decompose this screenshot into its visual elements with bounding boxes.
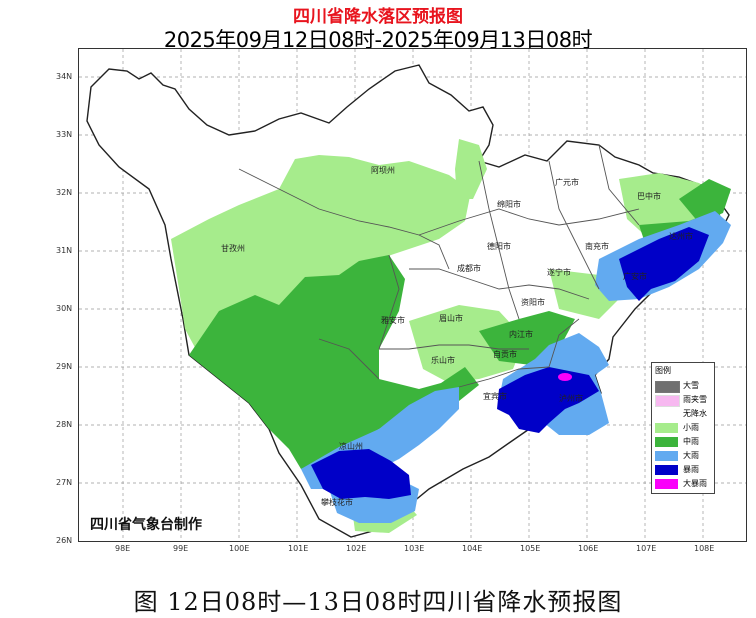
legend-swatch <box>655 451 678 461</box>
city-label: 阿坝州 <box>371 166 395 175</box>
city-label: 德阳市 <box>487 241 511 251</box>
legend-swatch <box>655 465 678 475</box>
lon-label: 99E <box>173 544 189 553</box>
legend-label: 大雨 <box>683 451 699 460</box>
lon-label: 103E <box>404 544 425 553</box>
city-label: 甘孜州 <box>221 243 245 253</box>
city-label: 遂宁市 <box>547 267 571 277</box>
lon-label: 98E <box>115 544 131 553</box>
precipitation-map: 阿坝州 广元市 巴中市 绵阳市 甘孜州 德阳市 南充市 成都市 遂宁市 达州市 … <box>79 49 746 541</box>
lat-label: 34N <box>56 72 73 81</box>
legend-label: 中雨 <box>683 437 699 446</box>
map-title: 四川省降水落区预报图 <box>293 7 463 27</box>
legend-swatch <box>655 381 680 393</box>
rainstorm-area <box>497 367 599 433</box>
legend-label: 小雨 <box>683 423 699 432</box>
lat-label: 29N <box>56 362 73 371</box>
city-label: 泸州市 <box>559 393 583 403</box>
city-label: 自贡市 <box>493 349 517 359</box>
city-label: 眉山市 <box>439 313 463 323</box>
city-label: 广元市 <box>555 177 579 187</box>
legend-label: 无降水 <box>683 409 707 418</box>
city-label: 达州市 <box>669 231 693 241</box>
legend-title: 图例 <box>655 366 671 375</box>
legend-swatch <box>655 423 678 433</box>
city-label: 乐山市 <box>431 355 455 365</box>
legend-label: 大暴雨 <box>683 479 707 488</box>
legend-swatch <box>655 395 680 407</box>
lon-label: 107E <box>636 544 657 553</box>
city-label: 凉山州 <box>339 441 363 451</box>
lon-label: 105E <box>520 544 541 553</box>
lat-label: 32N <box>56 188 73 197</box>
lon-label: 102E <box>346 544 367 553</box>
light-rain-area <box>409 305 525 383</box>
city-label: 南充市 <box>585 241 609 251</box>
city-boundaries <box>238 144 640 388</box>
city-label: 绵阳市 <box>497 199 521 209</box>
lon-label: 100E <box>229 544 250 553</box>
city-label: 巴中市 <box>637 191 661 201</box>
agency-credit: 四川省气象台制作 <box>90 517 202 533</box>
lon-label: 104E <box>462 544 483 553</box>
extreme-rainstorm-area <box>558 373 572 381</box>
lat-label: 33N <box>56 130 73 139</box>
city-label: 宜宾市 <box>483 391 507 401</box>
city-label: 成都市 <box>457 263 481 273</box>
city-label: 资阳市 <box>521 297 545 307</box>
lat-label: 27N <box>56 478 73 487</box>
city-label: 内江市 <box>509 329 533 339</box>
lon-label: 101E <box>288 544 309 553</box>
legend-label: 大雪 <box>683 381 699 390</box>
legend-swatch <box>655 479 678 489</box>
rainstorm-area <box>311 449 411 499</box>
map-frame: 阿坝州 广元市 巴中市 绵阳市 甘孜州 德阳市 南充市 成都市 遂宁市 达州市 … <box>78 48 747 542</box>
legend-swatch <box>655 409 678 419</box>
lat-label: 31N <box>56 246 73 255</box>
legend: 图例 大雪 雨夹雪 无降水 小雨 中雨 大雨 暴雨 大暴雨 <box>651 362 715 494</box>
lat-label: 28N <box>56 420 73 429</box>
rainstorm-area <box>619 227 709 301</box>
city-label: 雅安市 <box>381 315 405 325</box>
city-label: 广安市 <box>623 271 647 281</box>
legend-label: 暴雨 <box>683 465 699 474</box>
city-label: 攀枝花市 <box>321 497 353 507</box>
lon-label: 106E <box>578 544 599 553</box>
legend-swatch <box>655 437 678 447</box>
legend-label: 雨夹雪 <box>683 395 707 404</box>
lon-label: 108E <box>694 544 715 553</box>
lat-label: 26N <box>56 536 73 545</box>
lat-label: 30N <box>56 304 73 313</box>
figure-caption: 图 12日08时—13日08时四川省降水预报图 <box>133 588 623 616</box>
light-rain-area <box>455 139 487 199</box>
